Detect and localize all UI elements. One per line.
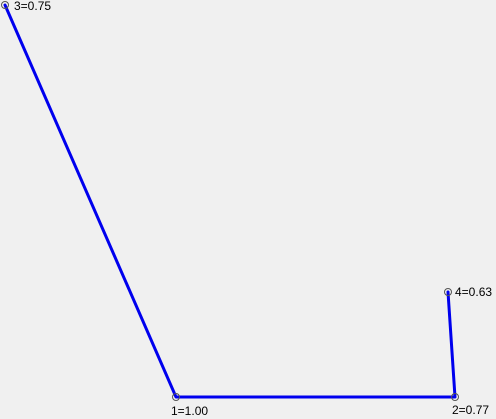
node-2-marker bbox=[451, 393, 459, 401]
node-2-label: 2=0.77 bbox=[452, 403, 489, 417]
node-2: 2=0.77 bbox=[451, 393, 489, 417]
node-1-label: 1=1.00 bbox=[171, 404, 208, 418]
node-3: 3=0.75 bbox=[1, 0, 51, 13]
node-4-label: 4=0.63 bbox=[455, 285, 492, 299]
node-4: 4=0.63 bbox=[444, 285, 492, 299]
node-1: 1=1.00 bbox=[171, 393, 208, 418]
node-1-marker bbox=[172, 393, 180, 401]
connecting-path-line bbox=[3, 3, 457, 399]
node-3-marker bbox=[1, 1, 9, 9]
node-3-label: 3=0.75 bbox=[14, 0, 51, 13]
node-4-marker bbox=[444, 288, 452, 296]
